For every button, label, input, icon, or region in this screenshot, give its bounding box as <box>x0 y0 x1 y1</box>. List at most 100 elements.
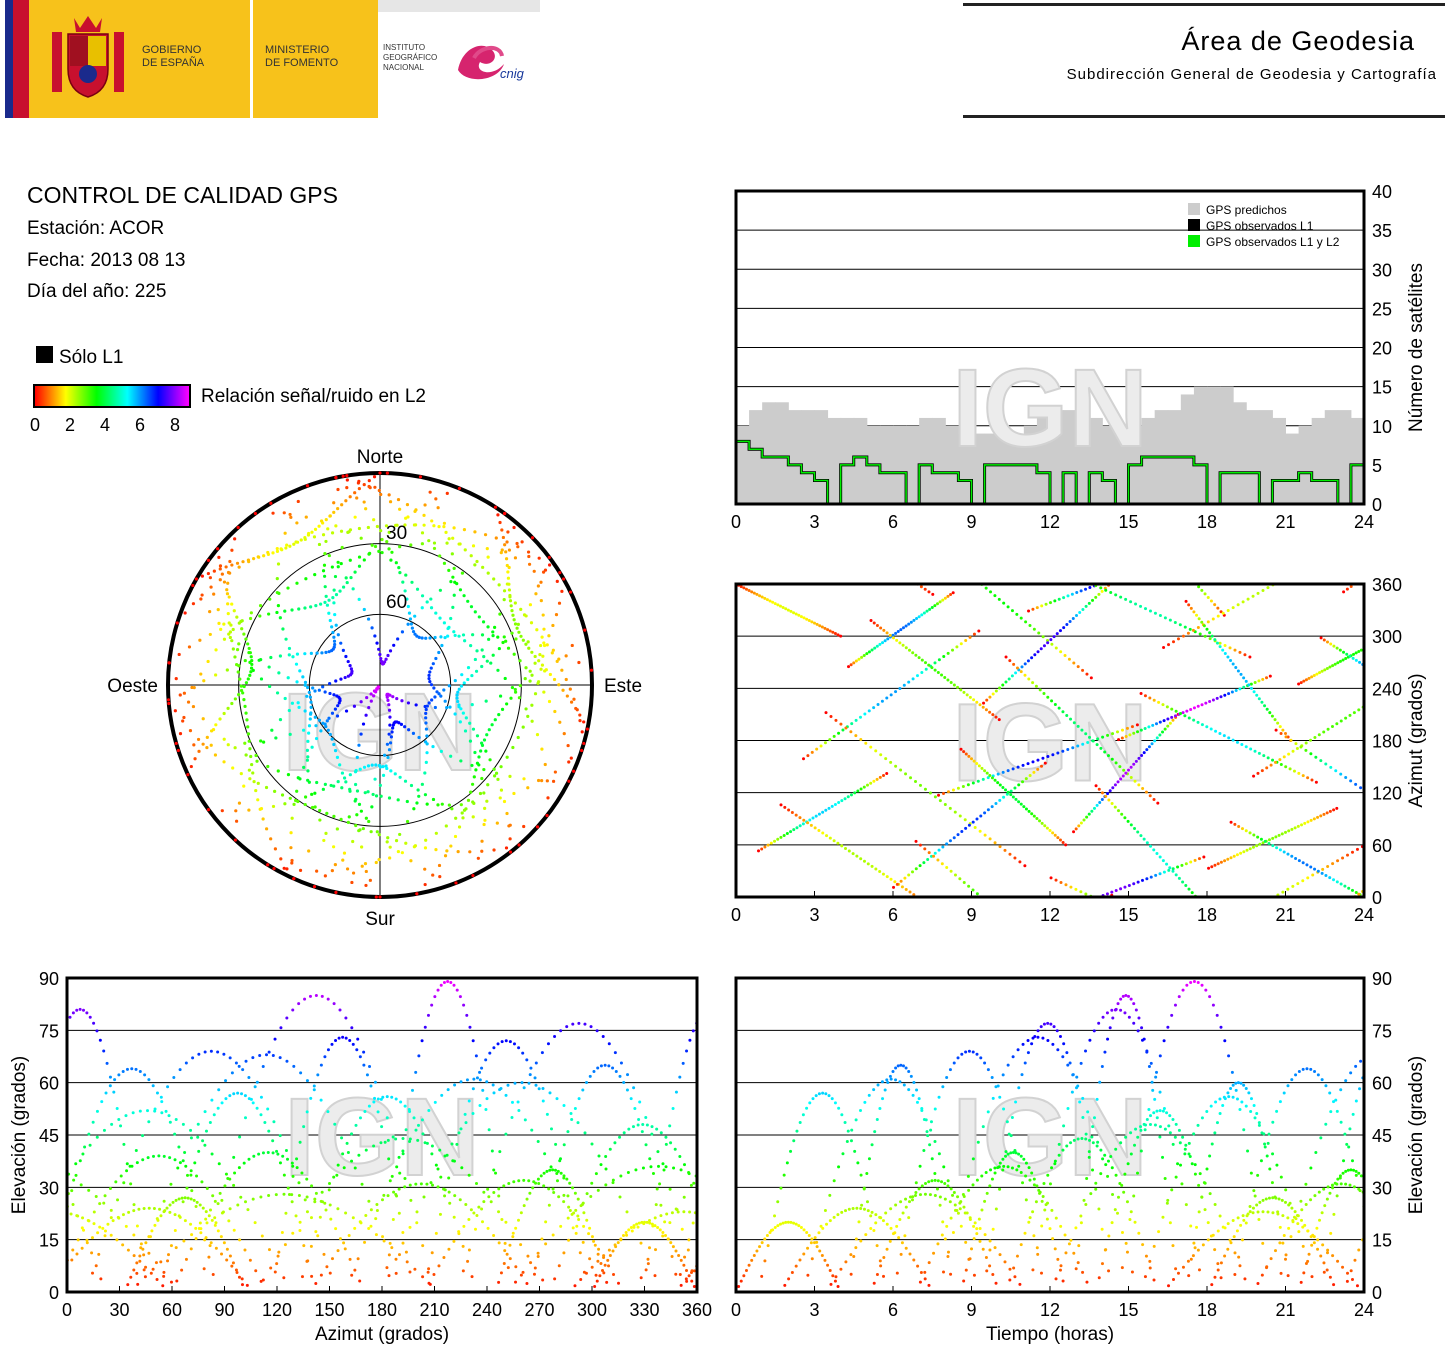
azimuth-trace-point <box>1158 733 1162 737</box>
elev-az-trace-point <box>251 1101 255 1105</box>
azimuth-trace-point <box>1305 863 1309 867</box>
elev-time-trace-point <box>828 1219 832 1223</box>
sky-trace-point <box>252 780 256 784</box>
elev-az-trace-point <box>364 1148 368 1152</box>
elev-time-trace-point <box>885 1222 889 1226</box>
elev-time-trace-point <box>875 1273 879 1277</box>
elev-az-trace-point <box>216 1050 220 1054</box>
elev-time-trace-point <box>1020 1073 1024 1077</box>
elev-time-trace-point <box>1354 1173 1358 1177</box>
elev-time-trace-point <box>1290 1206 1294 1210</box>
elev-time-trace-point <box>1320 1211 1324 1215</box>
sky-trace-point <box>332 501 336 505</box>
elev-time-trace-point <box>1261 1198 1265 1202</box>
elev-time-trace-point <box>942 1165 946 1169</box>
elev-az-trace-point <box>242 1161 246 1165</box>
sky-trace-point <box>424 711 428 715</box>
elev-time-trace-point <box>960 1052 964 1056</box>
azimuth-trace-point <box>907 622 911 626</box>
elev-az-trace-point <box>266 1107 270 1111</box>
elev-az-trace-point <box>605 1280 609 1284</box>
sky-trace-point <box>307 731 311 735</box>
elev-az-trace-point <box>401 1152 405 1156</box>
elev-time-trace-point <box>1347 1145 1351 1149</box>
elev-time-trace-point <box>1038 1190 1042 1194</box>
sky-trace-point <box>469 554 473 558</box>
elev-az-trace-point <box>129 1275 133 1279</box>
elev-time-trace-point <box>1144 1254 1148 1258</box>
azimuth-trace-point <box>1211 617 1215 621</box>
elev-az-trace-point <box>492 1191 496 1195</box>
azimuth-trace-point <box>1081 607 1085 611</box>
elev-az-trace-point <box>80 1246 84 1250</box>
elev-time-trace-point <box>888 1074 892 1078</box>
elev-time-trace-point <box>1084 1132 1088 1136</box>
sky-trace-point <box>526 550 531 554</box>
elev-az-trace-point <box>497 1241 501 1245</box>
elev-az-trace-point <box>585 1192 589 1196</box>
elev-time-trace-point <box>1116 1195 1120 1199</box>
azimuth-trace-point <box>1056 836 1060 840</box>
elev-az-trace-point <box>168 1120 172 1124</box>
azimuth-trace-point <box>928 607 932 611</box>
elev-az-trace-point <box>151 1267 155 1271</box>
elev-time-trace-point <box>1005 1120 1009 1124</box>
x-tick-label: 12 <box>1040 1300 1060 1320</box>
elev-az-trace-point <box>290 1200 294 1204</box>
elev-az-trace-point <box>369 1208 373 1212</box>
azimuth-trace-point <box>1012 662 1016 666</box>
sky-trace-point <box>470 673 474 678</box>
elev-time-trace-point <box>897 1236 901 1240</box>
elev-az-trace-point <box>325 1265 329 1269</box>
elev-time-trace-point <box>1238 1264 1242 1268</box>
elev-time-trace-point <box>1168 1221 1172 1225</box>
azimuth-trace-point <box>1208 700 1212 704</box>
elev-time-trace-point <box>1230 1070 1234 1074</box>
azimuth-trace-point <box>889 760 893 764</box>
sky-trace-point <box>249 666 254 670</box>
elev-time-trace-point <box>885 1247 889 1251</box>
elev-time-trace-point <box>867 1093 871 1097</box>
elev-time-trace-point <box>1046 1173 1050 1177</box>
elev-time-trace-point <box>879 1216 883 1220</box>
sky-trace-point <box>543 568 548 572</box>
sky-trace-point <box>530 536 535 540</box>
elev-time-trace-point <box>1127 1015 1131 1019</box>
azimuth-trace-point <box>865 783 869 787</box>
sky-trace-point <box>385 766 389 771</box>
azimuth-trace-point <box>1152 848 1156 852</box>
sky-trace-point <box>233 655 237 659</box>
elev-time-trace-point <box>1103 1050 1107 1054</box>
sky-trace-point <box>469 790 473 794</box>
elev-az-trace-point <box>594 1273 598 1277</box>
elev-az-trace-point <box>92 1021 96 1025</box>
azimuth-trace-point <box>1301 861 1305 865</box>
azimuth-trace-point <box>805 617 809 621</box>
azimuth-trace-point <box>1357 649 1361 653</box>
sky-trace-point <box>261 817 265 821</box>
azimuth-trace-point <box>1094 595 1098 599</box>
sky-trace-point <box>317 718 322 722</box>
elev-time-trace-point <box>837 1106 841 1110</box>
sky-trace-point <box>415 587 420 591</box>
elev-az-trace-point <box>374 1217 378 1221</box>
azimuth-trace-point <box>1034 684 1038 688</box>
snr-tick-8: 8 <box>170 415 181 435</box>
x-tick-label: 3 <box>809 905 819 925</box>
elev-az-trace-point <box>291 1231 295 1235</box>
azimuth-trace-point <box>1171 869 1175 873</box>
elev-az-trace-point <box>588 1226 592 1230</box>
elev-time-trace-point <box>1059 1264 1063 1268</box>
sky-trace-point <box>394 523 398 527</box>
azimuth-trace-point <box>1149 844 1153 848</box>
elev-time-trace-point <box>1297 1230 1301 1234</box>
elev-az-trace-point <box>526 1254 530 1258</box>
azimuth-trace-point <box>985 698 989 702</box>
elev-az-trace-point <box>443 1154 447 1158</box>
sky-trace-point <box>321 685 325 689</box>
government-banner <box>5 0 378 118</box>
sky-trace-point <box>506 646 511 650</box>
elev-az-trace-point <box>204 1210 208 1214</box>
elev-az-trace-point <box>236 1091 240 1095</box>
azimuth-trace-point <box>1019 616 1023 620</box>
